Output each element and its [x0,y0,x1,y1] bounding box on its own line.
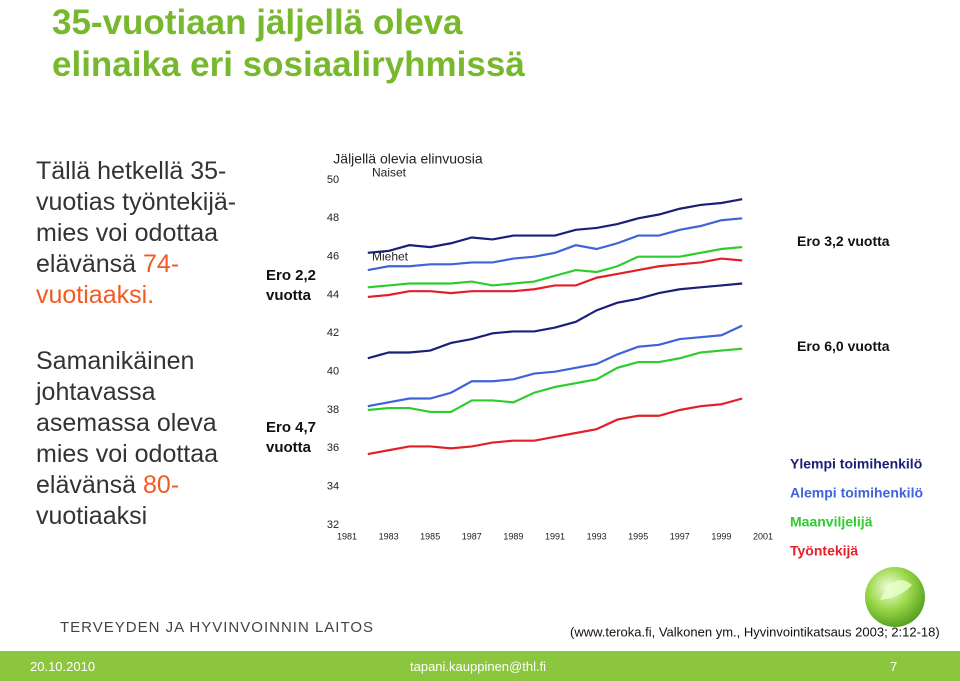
group-label: Naiset [372,165,407,179]
x-tick-label: 1981 [337,531,357,541]
annotation: Ero 4,7 vuotta [266,418,316,458]
title-line: 35-vuotiaan jäljellä oleva [52,3,463,42]
page-number: 7 [890,659,898,674]
legend-entry: Ylempi toimihenkilö [790,456,922,472]
title-line: elinaika eri sosiaaliryhmissä [52,45,525,84]
x-tick-label: 1991 [545,531,565,541]
date: 20.10.2010 [30,659,96,674]
y-tick-label: 46 [327,251,339,263]
text-line: Tällä hetkellä 35- [36,157,227,185]
series-line [367,257,743,299]
series-line [367,282,743,360]
text-line: Samanikäinen [36,347,195,375]
group-label: Miehet [372,250,409,264]
chart-title: Jäljellä olevia elinvuosia [333,151,483,167]
text: elävänsä [36,250,137,278]
series-line [367,347,743,414]
legend-entry: Työntekijä [790,543,858,559]
x-tick-label: 1993 [587,531,607,541]
y-tick-label: 42 [327,327,339,339]
y-tick-label: 44 [327,289,339,301]
x-tick-label: 1999 [711,531,731,541]
text-line: Ero 2,2 [266,267,317,284]
org-logo-text: TERVEYDEN JA HYVINVOINNIN LAITOS [60,619,374,636]
text-line: mies voi odottaa [36,440,219,468]
text-line: Ero 4,7 [266,419,317,436]
paragraph: Tällä hetkellä 35- vuotias työntekijä- m… [36,156,236,311]
logo-orb [865,567,925,627]
annotation: Ero 2,2 vuotta [266,266,316,306]
y-tick-label: 38 [327,404,339,416]
legend-entry: Alempi toimihenkilö [790,485,923,501]
series-line [367,217,743,272]
logo-leaf [880,580,912,600]
series-line [367,397,743,456]
y-tick-label: 48 [327,212,339,224]
source: (www.teroka.fi, Valkonen ym., Hyvinvoint… [570,624,940,639]
x-tick-label: 1985 [420,531,440,541]
series-line [367,324,743,408]
chart: Jäljellä olevia elinvuosia TERVEYDEN JA … [60,151,940,640]
annotation: Ero 6,0 vuotta [797,338,890,354]
text-line: asemassa oleva [36,409,217,437]
text-line: mies voi odottaa [36,219,219,247]
series-line [367,198,743,254]
text-line: johtavassa [36,378,156,406]
highlight: vuotiaaksi. [36,281,155,309]
x-tick-label: 2001 [753,531,773,541]
y-tick-label: 34 [327,481,339,493]
highlight: 74- [143,250,180,278]
y-tick-label: 40 [327,366,339,378]
x-tick-label: 1983 [379,531,399,541]
text-line: vuotiaaksi [36,502,148,530]
y-tick-label: 50 [327,174,339,186]
text-line: elävänsä 74- [36,249,236,280]
x-tick-label: 1987 [462,531,482,541]
slide-title: 35-vuotiaan jäljellä oleva elinaika eri … [52,2,525,86]
email: tapani.kauppinen@thl.fi [410,659,547,674]
paragraph: Samanikäinen johtavassa asemassa oleva m… [36,346,218,532]
text: elävänsä [36,471,137,499]
y-tick-label: 36 [327,442,339,454]
x-tick-label: 1995 [628,531,648,541]
annotation: Ero 3,2 vuotta [797,233,890,249]
y-tick-label: 32 [327,519,339,531]
legend-entry: Maanviljelijä [790,514,873,530]
text-line: vuotias työntekijä- [36,188,237,216]
text-line: elävänsä 80- [36,470,218,501]
x-tick-label: 1989 [503,531,523,541]
text-line: vuotta [266,439,311,456]
text-line: vuotta [266,287,311,304]
series-line [367,245,743,289]
highlight: 80- [143,471,180,499]
footer-bar: 20.10.2010 tapani.kauppinen@thl.fi 7 [0,651,960,681]
x-tick-label: 1997 [670,531,690,541]
